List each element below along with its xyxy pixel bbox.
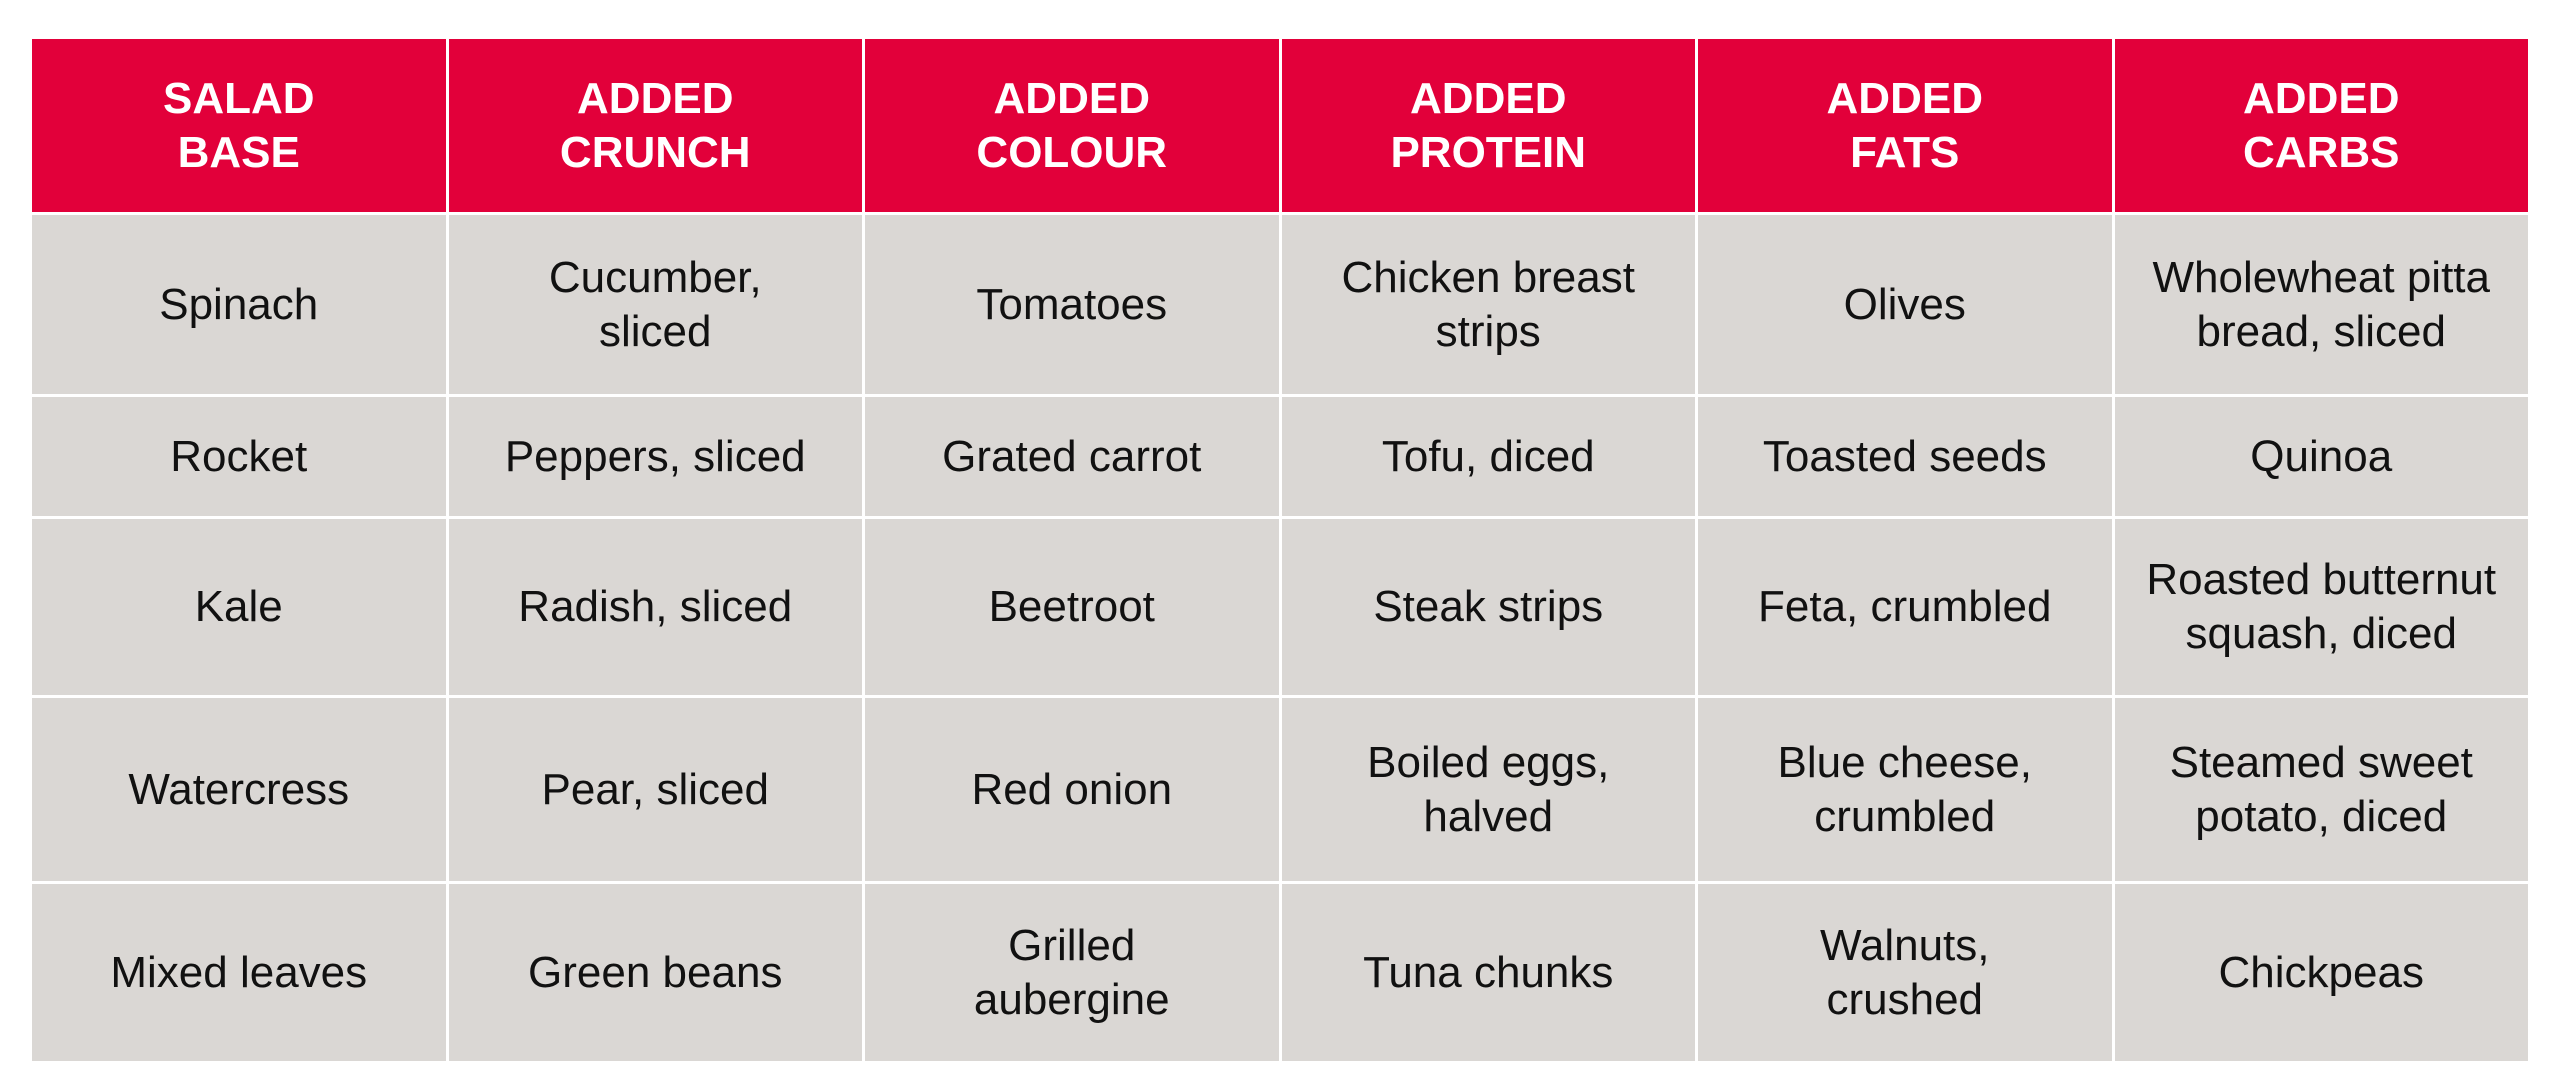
table-cell: Rocket	[32, 397, 446, 516]
table-cell: Tuna chunks	[1281, 884, 1695, 1061]
table-cell: Feta, crumbled	[1698, 519, 2112, 695]
table-cell: Kale	[32, 519, 446, 695]
cell-text: Spinach	[159, 279, 319, 329]
column-header: ADDED COLOUR	[865, 39, 1279, 212]
cell-text: Boiled eggs, halved	[1367, 737, 1610, 841]
cell-text: Green beans	[528, 947, 783, 997]
cell-text: Mixed leaves	[110, 947, 368, 997]
cell-text: Kale	[194, 582, 283, 631]
cell-text: Olives	[1843, 279, 1966, 329]
cell-text: Tuna chunks	[1363, 947, 1614, 997]
table-cell: Peppers, sliced	[448, 397, 862, 516]
table-cell: Chickpeas	[2114, 884, 2528, 1061]
salad-builder-table: SALAD BASE ADDED CRUNCH ADDED COLOUR ADDED …	[32, 39, 2528, 1061]
table-cell: Steak strips	[1281, 519, 1695, 695]
table-cell: Green beans	[448, 884, 862, 1061]
column-header: ADDED CRUNCH	[448, 39, 862, 212]
table-cell: Beetroot	[865, 519, 1279, 695]
cell-text: Chickpeas	[2218, 947, 2424, 997]
column-header: ADDED PROTEIN	[1281, 39, 1695, 212]
table-cell: Toasted seeds	[1698, 397, 2112, 516]
column-header: ADDED FATS	[1698, 39, 2112, 212]
cell-text: Tomatoes	[976, 279, 1168, 329]
column-header-label: ADDED CRUNCH	[559, 73, 751, 177]
column-header: SALAD BASE	[32, 39, 446, 212]
cell-text: Toasted seeds	[1762, 431, 2047, 481]
column-header-label: ADDED COLOUR	[976, 73, 1168, 177]
table-cell: Spinach	[32, 215, 446, 394]
cell-text: Red onion	[971, 764, 1173, 814]
cell-text: Pear, sliced	[541, 764, 769, 814]
cell-text: Quinoa	[2250, 431, 2393, 481]
table-cell: Wholewheat pitta bread, sliced	[2114, 215, 2528, 394]
table-cell: Steamed sweet potato, diced	[2114, 698, 2528, 881]
table-cell: Blue cheese, crumbled	[1698, 698, 2112, 881]
table-cell: Red onion	[865, 698, 1279, 881]
cell-text: Beetroot	[988, 582, 1155, 631]
column-header-label: ADDED FATS	[1826, 73, 1983, 177]
cell-text: Grilled aubergine	[973, 920, 1170, 1024]
table-cell: Pear, sliced	[448, 698, 862, 881]
column-header: ADDED CARBS	[2114, 39, 2528, 212]
table-cell: Walnuts, crushed	[1698, 884, 2112, 1061]
cell-text: Wholewheat pitta bread, sliced	[2152, 252, 2491, 356]
cell-text: Walnuts, crushed	[1819, 920, 1990, 1024]
table-cell: Watercress	[32, 698, 446, 881]
table-cell: Tomatoes	[865, 215, 1279, 394]
table-cell: Quinoa	[2114, 397, 2528, 516]
cell-text: Cucumber, sliced	[548, 252, 762, 356]
cell-text: Watercress	[128, 764, 350, 814]
table-cell: Chicken breast strips	[1281, 215, 1695, 394]
cell-text: Steak strips	[1373, 582, 1604, 631]
cell-text: Feta, crumbled	[1758, 582, 2052, 631]
cell-text: Peppers, sliced	[504, 431, 806, 481]
table-cell: Boiled eggs, halved	[1281, 698, 1695, 881]
table-cell: Grated carrot	[865, 397, 1279, 516]
column-header-label: SALAD BASE	[162, 73, 315, 177]
cell-text: Steamed sweet potato, diced	[2169, 737, 2473, 841]
column-header-label: ADDED CARBS	[2243, 73, 2400, 177]
table-cell: Mixed leaves	[32, 884, 446, 1061]
table-cell: Cucumber, sliced	[448, 215, 862, 394]
cell-text: Rocket	[170, 431, 308, 481]
table-cell: Grilled aubergine	[865, 884, 1279, 1061]
cell-text: Grated carrot	[942, 431, 1202, 481]
table-cell: Tofu, diced	[1281, 397, 1695, 516]
table-cell: Radish, sliced	[448, 519, 862, 695]
cell-text: Roasted butternut squash, diced	[2146, 555, 2497, 658]
cell-text: Radish, sliced	[518, 582, 793, 631]
cell-text: Blue cheese, crumbled	[1777, 737, 2032, 841]
table-cell: Roasted butternut squash, diced	[2114, 519, 2528, 695]
cell-text: Tofu, diced	[1381, 431, 1595, 481]
table-cell: Olives	[1698, 215, 2112, 394]
column-header-label: ADDED PROTEIN	[1390, 73, 1587, 177]
cell-text: Chicken breast strips	[1341, 252, 1635, 356]
